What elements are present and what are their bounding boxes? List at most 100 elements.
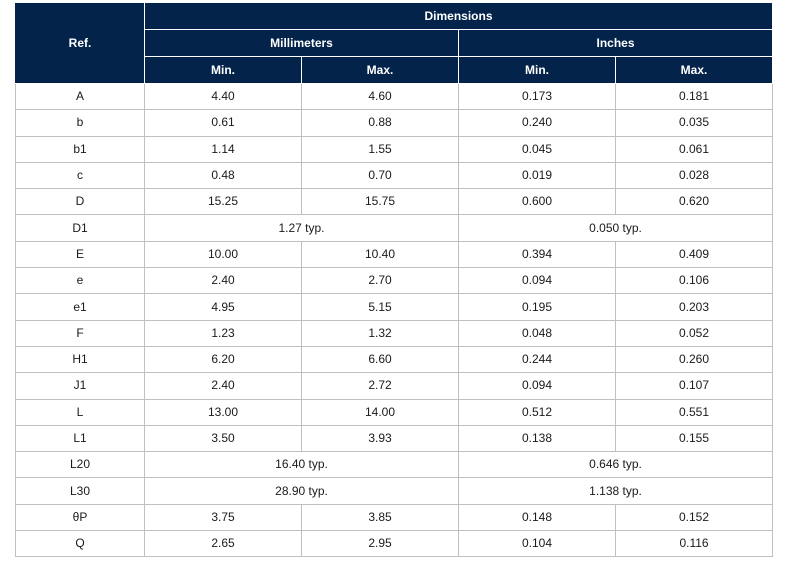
cell-ref: L1 xyxy=(15,424,145,453)
cell-in-min: 0.094 xyxy=(458,267,616,295)
cell-mm-min: 6.20 xyxy=(144,345,302,374)
cell-mm-typ: 16.40 typ. xyxy=(144,451,459,479)
cell-mm-min: 2.40 xyxy=(144,267,302,295)
table-row: Q 2.65 2.95 0.104 0.116 xyxy=(15,530,774,558)
table-row: F 1.23 1.32 0.048 0.052 xyxy=(15,319,774,347)
cell-in-min: 0.048 xyxy=(458,319,616,347)
table-row: e1 4.95 5.15 0.195 0.203 xyxy=(15,293,774,321)
cell-ref: L20 xyxy=(15,451,145,479)
cell-mm-min: 1.23 xyxy=(144,319,302,347)
cell-in-max: 0.028 xyxy=(614,161,774,190)
cell-in-max: 0.409 xyxy=(614,240,774,269)
table-row: e 2.40 2.70 0.094 0.106 xyxy=(15,267,774,295)
cell-ref: e xyxy=(15,267,145,295)
cell-in-min: 0.019 xyxy=(458,161,616,190)
cell-mm-max: 1.32 xyxy=(301,319,459,347)
cell-ref: A xyxy=(15,82,145,111)
cell-mm-max: 4.60 xyxy=(301,82,459,111)
cell-mm-min: 0.61 xyxy=(144,109,302,137)
table-row: b 0.61 0.88 0.240 0.035 xyxy=(15,109,774,137)
cell-in-max: 0.052 xyxy=(614,319,774,347)
cell-in-max: 0.107 xyxy=(614,372,774,400)
cell-mm-max: 6.60 xyxy=(301,345,459,374)
cell-in-min: 0.195 xyxy=(458,293,616,321)
cell-in-min: 0.094 xyxy=(458,372,616,400)
table-row: H1 6.20 6.60 0.244 0.260 xyxy=(15,345,774,374)
header-ref: Ref. xyxy=(15,2,145,84)
cell-in-min: 0.600 xyxy=(458,188,616,216)
cell-ref: b1 xyxy=(15,135,145,163)
table-row: c 0.48 0.70 0.019 0.028 xyxy=(15,161,774,190)
cell-ref: e1 xyxy=(15,293,145,321)
cell-in-max: 0.551 xyxy=(614,398,774,426)
table-row: J1 2.40 2.72 0.094 0.107 xyxy=(15,372,774,400)
table-row: A 4.40 4.60 0.173 0.181 xyxy=(15,82,774,111)
cell-ref: Q xyxy=(15,530,145,558)
table-row: L20 16.40 typ. 0.646 typ. xyxy=(15,451,774,479)
cell-mm-min: 2.65 xyxy=(144,530,302,558)
cell-ref: θP xyxy=(15,503,145,532)
cell-mm-typ: 28.90 typ. xyxy=(144,477,459,505)
cell-mm-max: 14.00 xyxy=(301,398,459,426)
cell-in-min: 0.394 xyxy=(458,240,616,269)
header-mm-min: Min. xyxy=(144,56,302,84)
cell-ref: J1 xyxy=(15,372,145,400)
cell-mm-max: 0.88 xyxy=(301,109,459,137)
cell-in-max: 0.203 xyxy=(614,293,774,321)
cell-mm-max: 1.55 xyxy=(301,135,459,163)
cell-mm-min: 13.00 xyxy=(144,398,302,426)
cell-ref: L30 xyxy=(15,477,145,505)
table-row: L 13.00 14.00 0.512 0.551 xyxy=(15,398,774,426)
cell-mm-max: 2.95 xyxy=(301,530,459,558)
cell-in-max: 0.116 xyxy=(614,530,774,558)
cell-in-max: 0.260 xyxy=(614,345,774,374)
cell-mm-min: 2.40 xyxy=(144,372,302,400)
cell-mm-min: 3.50 xyxy=(144,424,302,453)
cell-in-min: 0.240 xyxy=(458,109,616,137)
cell-in-typ: 0.050 typ. xyxy=(457,214,774,242)
cell-mm-min: 1.14 xyxy=(144,135,302,163)
cell-ref: L xyxy=(15,398,145,426)
cell-ref: b xyxy=(15,109,145,137)
header-millimeters: Millimeters xyxy=(144,29,459,57)
header-in-max: Max. xyxy=(614,56,774,84)
cell-mm-max: 2.72 xyxy=(301,372,459,400)
cell-mm-typ: 1.27 typ. xyxy=(144,214,459,242)
cell-mm-max: 3.93 xyxy=(301,424,459,453)
table-header: Ref. Dimensions Millimeters Inches Min. … xyxy=(15,2,774,84)
cell-in-max: 0.181 xyxy=(614,82,774,111)
cell-ref: D1 xyxy=(15,214,145,242)
table-row: D1 1.27 typ. 0.050 typ. xyxy=(15,214,774,242)
table-row: θP 3.75 3.85 0.148 0.152 xyxy=(15,503,774,532)
cell-in-min: 0.244 xyxy=(458,345,616,374)
cell-mm-min: 15.25 xyxy=(144,188,302,216)
cell-mm-max: 3.85 xyxy=(301,503,459,532)
cell-in-max: 0.035 xyxy=(614,109,774,137)
cell-in-max: 0.061 xyxy=(614,135,774,163)
cell-in-min: 0.173 xyxy=(458,82,616,111)
table-body: A 4.40 4.60 0.173 0.181 b 0.61 0.88 0.240 0.035 b1… xyxy=(15,82,774,558)
header-mm-max: Max. xyxy=(301,56,459,84)
dimensions-table-container: Ref. Dimensions Millimeters Inches Min. … xyxy=(15,2,774,558)
table-row: L1 3.50 3.93 0.138 0.155 xyxy=(15,424,774,453)
cell-in-max: 0.155 xyxy=(614,424,774,453)
cell-mm-min: 4.40 xyxy=(144,82,302,111)
cell-ref: c xyxy=(15,161,145,190)
cell-mm-max: 10.40 xyxy=(301,240,459,269)
cell-in-typ: 0.646 typ. xyxy=(457,451,774,479)
cell-in-max: 0.620 xyxy=(614,188,774,216)
table-row: E 10.00 10.40 0.394 0.409 xyxy=(15,240,774,269)
table-row: D 15.25 15.75 0.600 0.620 xyxy=(15,188,774,216)
cell-ref: D xyxy=(15,188,145,216)
cell-ref: E xyxy=(15,240,145,269)
header-dimensions: Dimensions xyxy=(143,2,774,30)
cell-mm-min: 0.48 xyxy=(144,161,302,190)
cell-in-min: 0.148 xyxy=(458,503,616,532)
cell-mm-max: 2.70 xyxy=(301,267,459,295)
cell-ref: H1 xyxy=(15,345,145,374)
table-row: L30 28.90 typ. 1.138 typ. xyxy=(15,477,774,505)
cell-in-max: 0.106 xyxy=(614,267,774,295)
dimensions-table: Ref. Dimensions Millimeters Inches Min. … xyxy=(15,2,774,558)
header-inches: Inches xyxy=(457,29,774,57)
cell-in-min: 0.104 xyxy=(458,530,616,558)
